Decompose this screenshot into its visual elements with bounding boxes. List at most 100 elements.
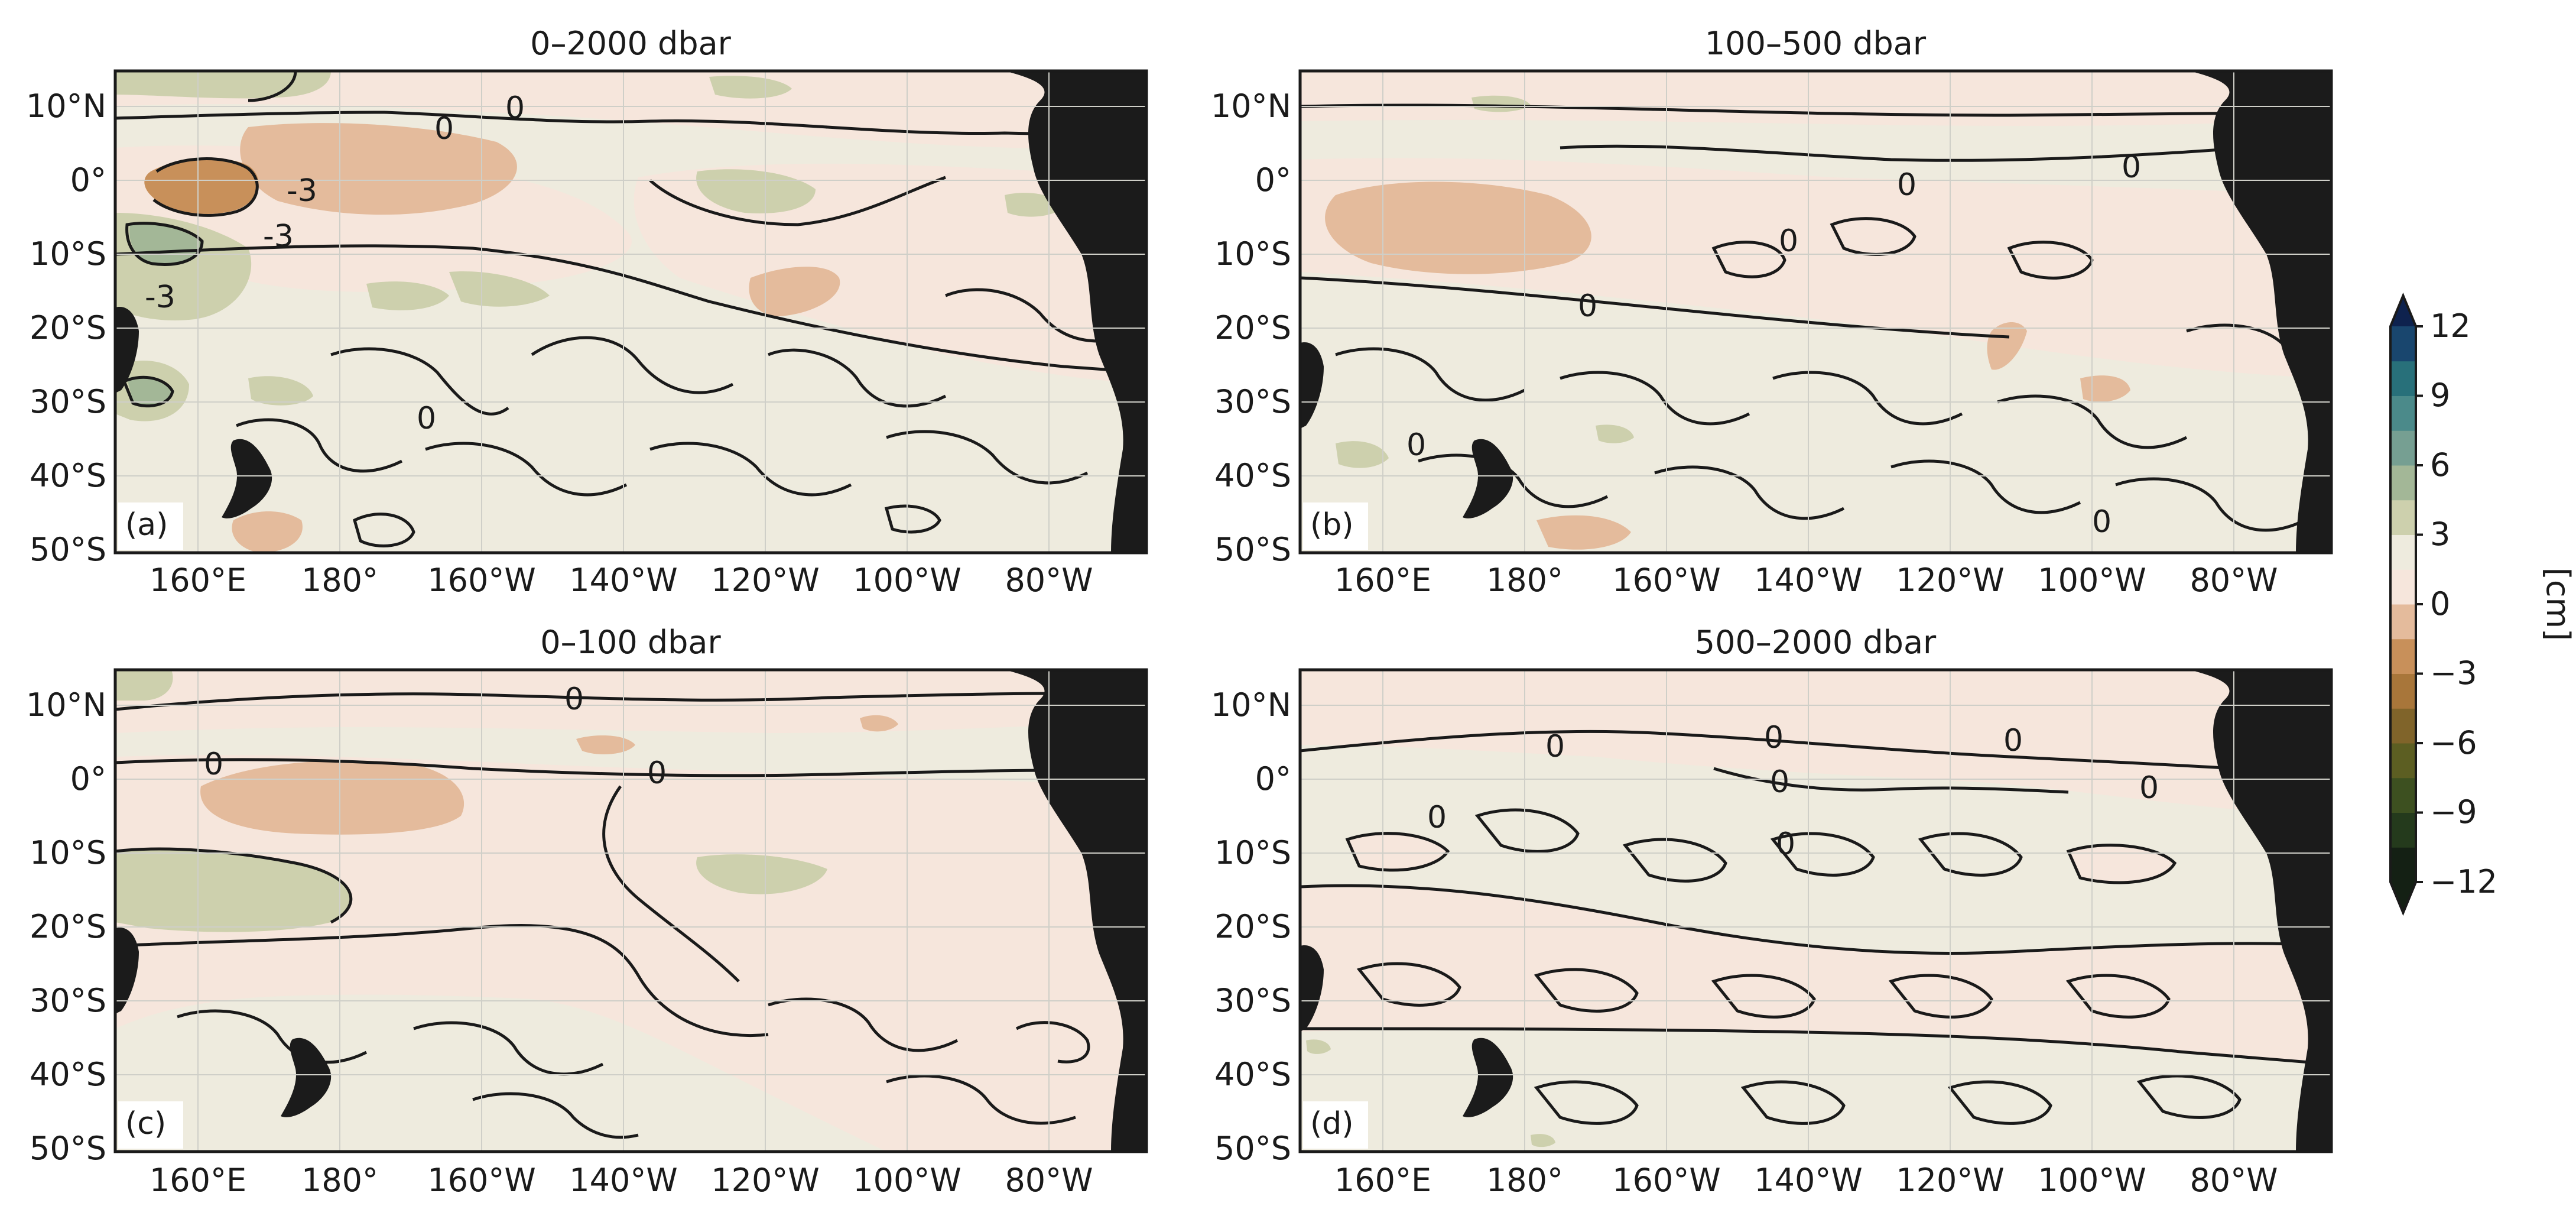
negative-region xyxy=(1347,833,1448,870)
contour-line xyxy=(1300,103,2331,117)
lat-tick: 0° xyxy=(70,161,106,199)
new-zealand-land xyxy=(222,439,272,518)
lat-tick: 50°S xyxy=(30,531,106,568)
south-america-land xyxy=(1005,71,1146,553)
lat-tick: 10°N xyxy=(26,87,106,125)
lat-tick: 40°S xyxy=(1214,457,1291,494)
contour-line xyxy=(1474,808,1580,853)
lat-tick: 50°S xyxy=(1214,1130,1291,1167)
lon-tick: 180° xyxy=(1486,562,1563,599)
negative-region xyxy=(576,735,635,754)
contour-label: 0 xyxy=(1578,288,1597,324)
panel-letter-a: (a) xyxy=(125,507,168,543)
negative-region xyxy=(1300,71,2331,126)
negative-region xyxy=(1987,322,2027,370)
colorbar-tick-label: −12 xyxy=(2430,863,2497,900)
colorbar-tick-label: 3 xyxy=(2430,516,2450,553)
contour-line xyxy=(2115,477,2306,532)
colorbar-segment xyxy=(2390,534,2416,570)
contour-label: 0 xyxy=(2003,723,2023,758)
contour-line xyxy=(115,758,1146,777)
colorbar-segments xyxy=(2390,326,2416,883)
colorbar-segment xyxy=(2390,500,2416,535)
colorbar-tick-label: −9 xyxy=(2430,793,2477,831)
contour-label: -3 xyxy=(287,173,317,209)
contour-label: 0 xyxy=(505,90,525,126)
lon-tick: 160°E xyxy=(150,1162,246,1199)
new-zealand-land xyxy=(1463,439,1513,518)
colorbar-bottom-arrow xyxy=(2390,882,2416,913)
negative-region xyxy=(749,267,840,316)
lon-tick: 120°W xyxy=(711,562,819,599)
contour-line xyxy=(2136,1074,2242,1119)
contour-line xyxy=(1997,394,2188,449)
negative-region xyxy=(144,158,259,215)
colorbar-tick-label: 0 xyxy=(2430,585,2450,623)
positive-region xyxy=(115,670,173,701)
contour-line xyxy=(125,222,204,266)
lon-tick: 160°W xyxy=(427,1162,535,1199)
new-zealand-land xyxy=(281,1038,332,1117)
south-america-land xyxy=(2190,71,2331,553)
lat-tick: 0° xyxy=(70,760,106,797)
panel-letter-bg xyxy=(1303,502,1368,550)
contour-label: 0 xyxy=(1779,223,1798,259)
contour-line xyxy=(886,430,1089,485)
panel-title-c: 0–100 dbar xyxy=(540,624,721,661)
colorbar-segment xyxy=(2390,673,2416,709)
panel-letter-c: (c) xyxy=(125,1106,166,1142)
lat-tick: 10°S xyxy=(30,235,106,273)
contour-line xyxy=(425,442,628,497)
contour-label: -3 xyxy=(145,280,176,315)
contour-line xyxy=(1888,974,1993,1019)
contour-line xyxy=(413,1021,604,1076)
contour-line xyxy=(1300,276,2010,339)
lon-tick: 180° xyxy=(301,562,378,599)
contour-label: 0 xyxy=(204,747,223,782)
lon-tick: 80°W xyxy=(1005,1162,1093,1199)
contour-line xyxy=(115,847,353,924)
negative-region xyxy=(115,670,1146,733)
colorbar-tick-label: 9 xyxy=(2430,377,2450,414)
lon-ticks-d: 160°E 180° 160°W 140°W 120°W 100°W 80°W xyxy=(1334,1162,2278,1199)
panel-title-b: 100–500 dbar xyxy=(1705,25,1927,62)
new-zealand-land xyxy=(1463,1038,1513,1117)
contour-line xyxy=(1947,1080,2052,1125)
lat-tick: 50°S xyxy=(1214,531,1291,568)
contour-line xyxy=(353,513,415,547)
south-america-land xyxy=(1005,670,1146,1152)
map-panel-b: 100–500 dbar xyxy=(1211,25,2333,599)
lon-tick: 120°W xyxy=(711,1162,819,1199)
lat-tick: 40°S xyxy=(1214,1056,1291,1093)
lon-tick: 140°W xyxy=(569,562,677,599)
lon-ticks-c: 160°E 180° 160°W 140°W 120°W 100°W 80°W xyxy=(150,1162,1093,1199)
lon-tick: 160°E xyxy=(1334,562,1431,599)
contour-line xyxy=(1622,838,1727,883)
contour-line xyxy=(177,1009,368,1064)
contour-line xyxy=(330,347,509,416)
negative-region xyxy=(860,715,898,732)
panel-frame xyxy=(1298,69,2333,555)
lon-tick: 160°W xyxy=(1612,1162,1720,1199)
positive-region xyxy=(1531,1134,1555,1147)
negative-region xyxy=(2068,845,2175,883)
panel-frame xyxy=(113,69,1148,555)
colorbar-unit-label: [cm] xyxy=(2539,568,2576,641)
lat-tick: 20°S xyxy=(30,309,106,346)
panel-frame xyxy=(113,668,1148,1153)
lon-tick: 100°W xyxy=(2038,1162,2146,1199)
contour-line xyxy=(1534,968,1639,1013)
lon-tick: 80°W xyxy=(1005,562,1093,599)
colorbar-segment xyxy=(2390,326,2416,362)
colorbar-segment xyxy=(2390,430,2416,466)
contour-line xyxy=(1300,1027,2331,1066)
lat-tick: 40°S xyxy=(30,1056,106,1093)
contour-line xyxy=(152,157,259,217)
contour-line xyxy=(248,71,297,102)
lon-ticks-b: 160°E 180° 160°W 140°W 120°W 100°W 80°W xyxy=(1334,562,2278,599)
negative-region xyxy=(634,163,1146,384)
contour-line xyxy=(472,1092,639,1139)
negative-region xyxy=(1536,515,1631,550)
contour-label: 0 xyxy=(647,756,667,791)
colorbar-tick-label: −3 xyxy=(2430,654,2477,692)
